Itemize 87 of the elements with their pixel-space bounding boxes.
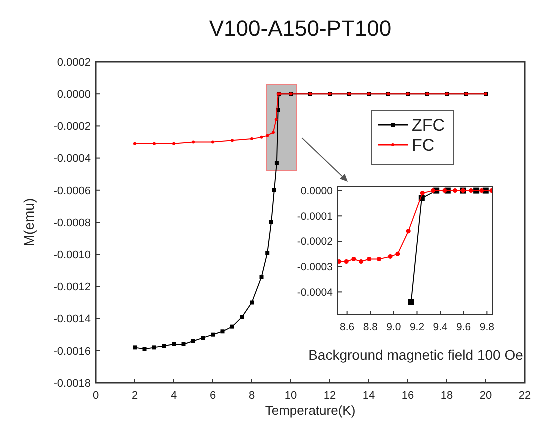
y-tick-label: -0.0004	[297, 286, 334, 299]
x-tick-label: 16	[402, 390, 414, 402]
x-tick-label: 14	[362, 390, 376, 402]
point	[272, 131, 275, 134]
y-tick-label: -0.0016	[54, 346, 91, 358]
annotation: Background magnetic field 100 Oe	[308, 347, 524, 363]
x-axis-title: Temperature(K)	[265, 403, 356, 418]
x-tick-label: 8	[248, 390, 256, 402]
x-tick-label: 6	[210, 390, 216, 402]
point	[406, 229, 411, 234]
y-tick-label: -0.0012	[54, 282, 91, 294]
point	[468, 188, 474, 194]
point	[388, 254, 393, 259]
point	[250, 300, 254, 305]
point	[220, 330, 225, 334]
point	[359, 260, 364, 264]
point	[442, 188, 448, 194]
x-tick-label: 12	[324, 390, 336, 402]
x-tick-label: 22	[518, 390, 532, 402]
x-tick-label: 2	[132, 390, 138, 402]
point	[142, 347, 147, 352]
y-tick-label: -0.0002	[297, 236, 334, 248]
point	[274, 161, 279, 166]
point	[270, 220, 274, 224]
x-tick-label: 9.4	[433, 322, 448, 334]
x-tick-label: 18	[440, 390, 454, 402]
point	[352, 256, 356, 262]
x-tick-label: 9.6	[456, 322, 472, 334]
y-tick-label: -0.0004	[54, 153, 91, 166]
point	[152, 346, 156, 350]
y-tick-label: 0.0000	[57, 88, 91, 101]
point	[211, 332, 215, 337]
y-axis-title: M(emu)	[21, 198, 37, 247]
x-tick-label: 8.8	[363, 322, 378, 334]
point	[266, 134, 270, 138]
x-tick-label: 4	[170, 390, 178, 402]
point	[338, 260, 342, 264]
y-tick-label: -0.0006	[54, 185, 91, 198]
y-tick-label: 0.0000	[300, 185, 334, 198]
y-tick-label: -0.0001	[297, 210, 334, 223]
point	[480, 188, 484, 194]
point	[250, 138, 254, 141]
point	[367, 256, 372, 262]
legend-label: ZFC	[412, 116, 446, 135]
point	[344, 260, 349, 264]
y-tick-label: -0.0014	[54, 314, 91, 326]
point	[377, 256, 382, 262]
point	[192, 140, 195, 144]
point	[182, 342, 186, 346]
point	[396, 252, 400, 256]
x-tick-label: 9.2	[410, 322, 425, 334]
point	[420, 191, 425, 196]
point	[172, 342, 176, 346]
y-tick-label: -0.0010	[54, 249, 91, 262]
legend-label: FC	[412, 136, 435, 155]
x-tick-label: 0	[92, 390, 100, 402]
x-tick-label: 9.8	[480, 322, 495, 334]
point	[192, 339, 196, 344]
chart-title: V100-A150-PT100	[209, 16, 392, 41]
x-tick-label: 8.6	[340, 322, 355, 334]
point	[134, 142, 136, 146]
point	[408, 299, 414, 306]
point	[272, 188, 276, 192]
point	[231, 139, 234, 142]
y-tick-label: 0.0002	[57, 56, 91, 69]
x-tick-label: 10	[284, 390, 298, 402]
point	[430, 188, 436, 194]
point	[230, 324, 234, 329]
point	[260, 275, 264, 280]
point	[201, 336, 206, 340]
point	[260, 136, 264, 139]
point	[172, 142, 176, 146]
y-tick-label: -0.0002	[54, 121, 91, 134]
point	[452, 188, 458, 194]
point	[240, 315, 244, 320]
point	[212, 140, 214, 144]
y-tick-label: -0.0003	[297, 262, 334, 274]
point	[274, 118, 278, 122]
point	[490, 188, 493, 194]
y-tick-label: -0.0018	[54, 378, 91, 390]
x-tick-label: 9.0	[386, 322, 402, 334]
x-tick-label: 20	[480, 390, 492, 402]
point	[133, 346, 137, 350]
point	[266, 250, 270, 255]
point	[162, 344, 166, 348]
point	[153, 142, 156, 146]
y-tick-label: -0.0008	[54, 217, 91, 230]
